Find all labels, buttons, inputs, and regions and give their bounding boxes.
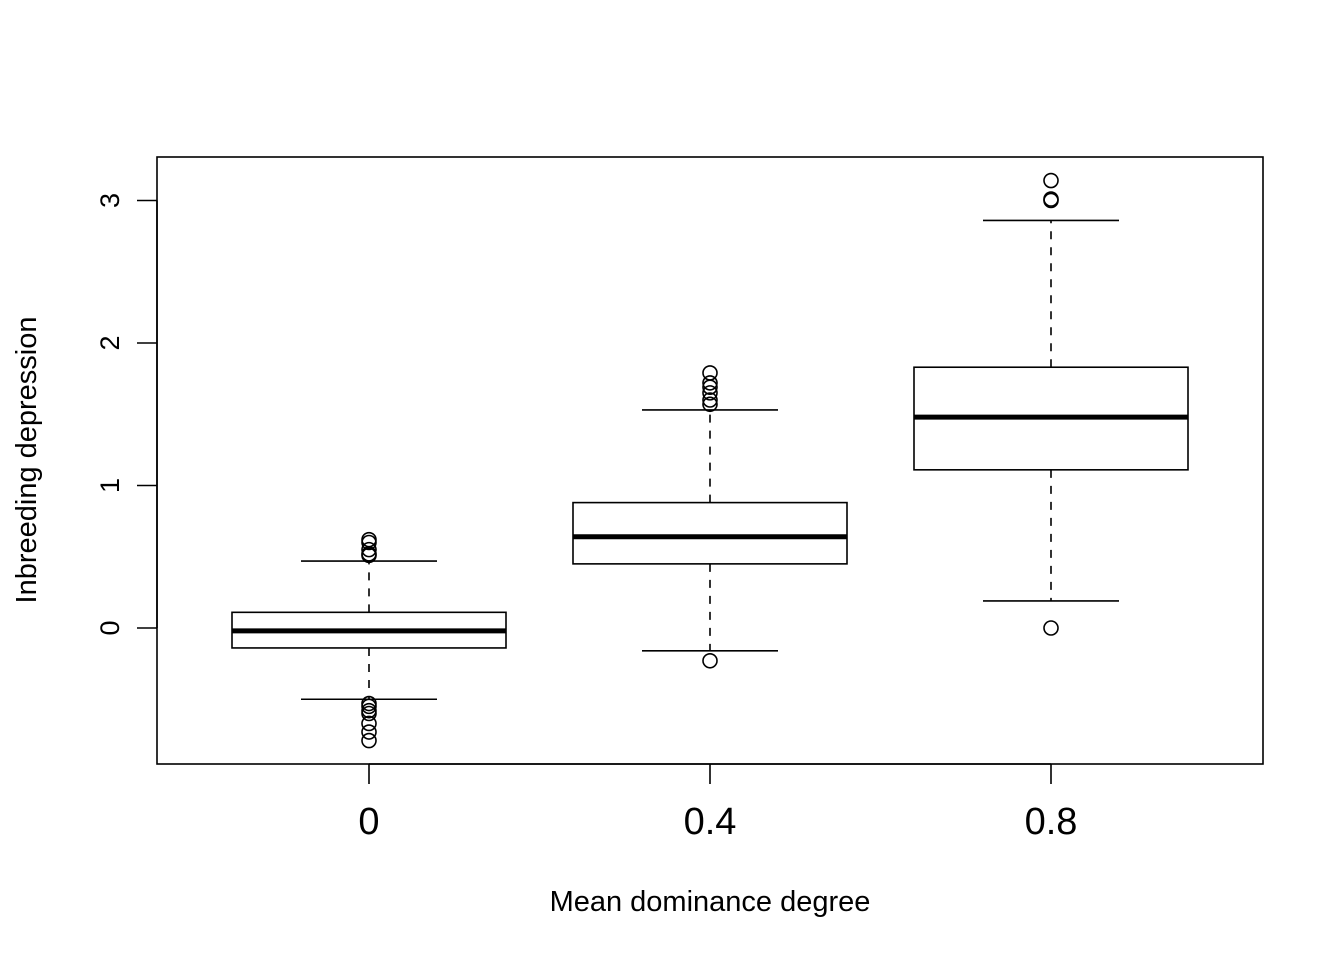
outlier-point [361,534,377,551]
iqr-box [572,501,848,565]
outlier-point [361,541,377,558]
y-tick-label: 1 [95,478,125,493]
outlier-point [702,652,718,669]
outlier-point [1043,192,1059,209]
x-axis-label: Mean dominance degree [550,886,871,918]
y-tick-label: 0 [95,620,125,635]
outlier-point [1043,620,1059,636]
outlier-point [1043,172,1059,189]
y-axis: 0 1 2 3 [95,193,158,636]
y-axis-label: Inbreeding depression [11,317,43,604]
outlier-point [361,698,377,715]
x-tick-label: 0.8 [1025,801,1078,843]
outlier-point [361,705,377,722]
outlier-point [702,392,718,408]
outlier-point [361,715,377,732]
box-group [231,531,507,749]
boxes-layer [231,172,1189,749]
x-tick-label: 0 [358,801,379,843]
x-axis: 0 0.4 0.8 [358,763,1078,843]
outlier-point [361,732,377,749]
y-tick-label: 3 [95,193,125,208]
outlier-point [702,385,718,401]
y-tick-label: 2 [95,335,125,350]
x-tick-label: 0.4 [684,801,737,843]
outlier-point [361,724,377,740]
box-group [572,365,848,669]
outlier-point [361,547,377,564]
outlier-point [702,375,718,391]
box-group [913,172,1189,636]
outlier-point [702,396,718,413]
outlier-point [702,379,718,395]
